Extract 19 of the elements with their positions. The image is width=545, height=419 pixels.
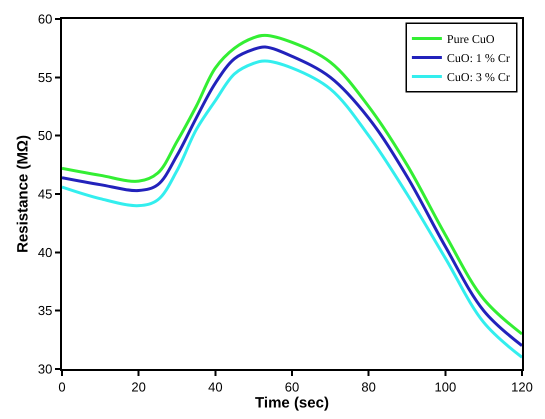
- x-tick-label: 100: [434, 380, 456, 395]
- y-tick-label: 45: [38, 186, 52, 202]
- x-tick-label: 60: [284, 380, 300, 395]
- x-axis-title: Time (sec): [255, 394, 329, 412]
- y-tick-label: 50: [38, 128, 52, 144]
- y-axis-title: Resistance (MΩ): [14, 135, 32, 253]
- x-tick-label: 120: [511, 380, 533, 395]
- legend-label: CuO: 3 % Cr: [446, 70, 510, 84]
- legend-label: Pure CuO: [446, 32, 495, 46]
- x-tick-label: 40: [208, 380, 223, 395]
- x-tick-label: 80: [361, 380, 376, 395]
- y-tick-label: 40: [38, 244, 52, 260]
- x-tick-label: 20: [131, 380, 146, 395]
- y-tick-label: 35: [38, 303, 52, 318]
- x-tick-label: 0: [58, 380, 66, 395]
- legend-label: CuO: 1 % Cr: [446, 51, 510, 66]
- y-tick-label: 55: [38, 70, 52, 85]
- y-tick-label: 30: [38, 362, 52, 377]
- y-tick-label: 60: [38, 12, 52, 27]
